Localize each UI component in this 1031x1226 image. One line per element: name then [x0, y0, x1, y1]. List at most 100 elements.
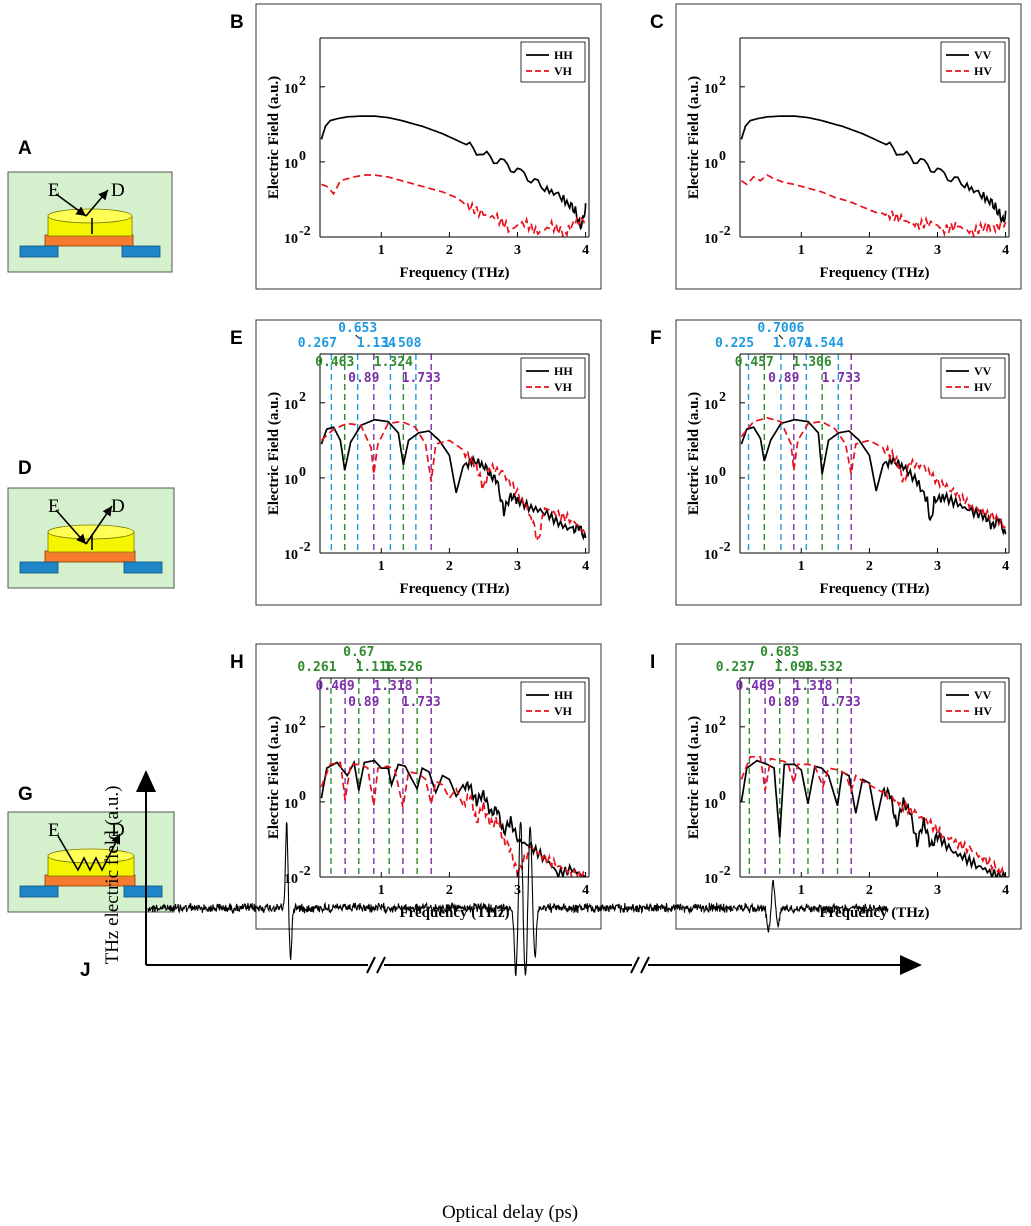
series-hv: [740, 416, 1006, 529]
legend-box: [940, 357, 1006, 399]
y-tick-exponent: 2: [719, 714, 726, 729]
annotation-label: 1.116: [356, 660, 395, 675]
incident-label: E: [48, 496, 60, 517]
panel-letter-a: A: [18, 138, 32, 159]
series-group: [320, 115, 587, 237]
series-group: [740, 755, 1007, 877]
annotation-label: 0.683: [760, 645, 799, 660]
x-tick-label: 1: [798, 243, 805, 258]
chart-j: J Optical delay (ps) THz electric field (a…: [80, 770, 922, 1223]
panel-letter-c: C: [650, 12, 664, 33]
x-tick-label: 4: [1002, 559, 1009, 574]
x-tick-label: 3: [934, 559, 941, 574]
legend-box: [940, 41, 1006, 83]
x-tick-label: 3: [514, 883, 521, 898]
annotation-label: 0.457: [735, 355, 774, 370]
y-tick-exponent: 0: [719, 149, 726, 164]
legend-label: HH: [554, 688, 573, 702]
panel-letter-d: D: [18, 458, 32, 479]
contact-left: [19, 885, 59, 898]
annotation-label: 1.733: [402, 371, 441, 386]
legend-label: VH: [554, 380, 573, 394]
panel-letter-b: B: [230, 12, 244, 33]
annotation-label: 0.89: [348, 371, 379, 386]
y-tick-exponent: 0: [299, 149, 306, 164]
series-hh: [320, 759, 587, 877]
annotation-label: 0.653: [338, 321, 377, 336]
series-hh: [320, 115, 587, 231]
legend-label: VV: [974, 48, 992, 62]
y-tick-label: 10: [704, 473, 718, 488]
axis-break-mark: [376, 956, 386, 974]
y-axis-label: Electric Field (a.u.): [266, 392, 282, 515]
y-axis-label: Electric Field (a.u.): [266, 76, 282, 199]
x-tick-label: 3: [934, 243, 941, 258]
y-axis-label: Electric Field (a.u.): [686, 76, 702, 199]
y-tick-label: 10: [284, 797, 298, 812]
annotation-label: 0.7006: [757, 321, 804, 336]
x-tick-label: 3: [514, 559, 521, 574]
annotation-label: 0.89: [768, 371, 799, 386]
legend-box: [520, 681, 586, 723]
annotation-label: 1.306: [793, 355, 832, 370]
incident-label: E: [48, 820, 60, 841]
disk-top: [47, 524, 135, 540]
annotation-label: 0.237: [716, 660, 755, 675]
y-tick-exponent: -2: [299, 224, 311, 239]
detected-label: D: [111, 180, 125, 201]
annotation-label: 0.469: [736, 679, 775, 694]
detected-label: D: [111, 496, 125, 517]
y-tick-exponent: 2: [719, 74, 726, 89]
y-tick-label: 10: [704, 797, 718, 812]
annotation-label: 1.318: [373, 679, 412, 694]
marker-lines: [747, 354, 852, 553]
y-axis-label: Electric Field (a.u.): [266, 716, 282, 839]
multi-reflection-path: [57, 833, 121, 872]
legend-label: HH: [554, 364, 573, 378]
y-tick-label: 10: [704, 722, 718, 737]
reflected-arrow: [85, 505, 113, 545]
y-axis-label: Electric Field (a.u.): [686, 716, 702, 839]
y-tick-exponent: 2: [299, 74, 306, 89]
legend-box: [940, 681, 1006, 723]
panel-letter-j: J: [80, 960, 91, 981]
contact-right: [123, 561, 163, 574]
y-tick-label: 10: [284, 82, 298, 97]
y-tick-label: 10: [284, 232, 298, 247]
legend-label: VH: [554, 704, 573, 718]
annotation-label: 0.225: [715, 336, 754, 351]
series-hv: [740, 173, 1007, 237]
annotation-label: 1.508: [382, 336, 421, 351]
annotation-label: 0.267: [298, 336, 337, 351]
annotation-label: 1.733: [822, 371, 861, 386]
y-tick-label: 10: [704, 82, 718, 97]
x-tick-label: 2: [866, 883, 873, 898]
annotation-label: 1.532: [804, 660, 843, 675]
y-tick-label: 10: [284, 473, 298, 488]
series-vv: [740, 418, 1007, 536]
y-tick-exponent: 2: [299, 390, 306, 405]
x-tick-label: 1: [798, 559, 805, 574]
x-tick-label: 1: [798, 883, 805, 898]
y-tick-label: 10: [284, 548, 298, 563]
y-tick-label: 10: [704, 548, 718, 563]
panel-letter-f: F: [650, 328, 662, 349]
incident-arrow: [55, 193, 87, 217]
x-tick-label: 2: [446, 559, 453, 574]
substrate: [44, 550, 136, 563]
marker-lines: [748, 678, 852, 877]
incident-label: E: [48, 180, 60, 201]
contact-right: [123, 885, 163, 898]
legend-label: VH: [554, 64, 573, 78]
incident-arrow: [55, 509, 87, 545]
disk-top: [47, 848, 135, 864]
y-tick-exponent: 0: [299, 789, 306, 804]
annotation-label: 1.544: [805, 336, 844, 351]
annotation-pointer: [778, 334, 784, 340]
x-tick-label: 2: [866, 243, 873, 258]
x-tick-label: 3: [514, 243, 521, 258]
